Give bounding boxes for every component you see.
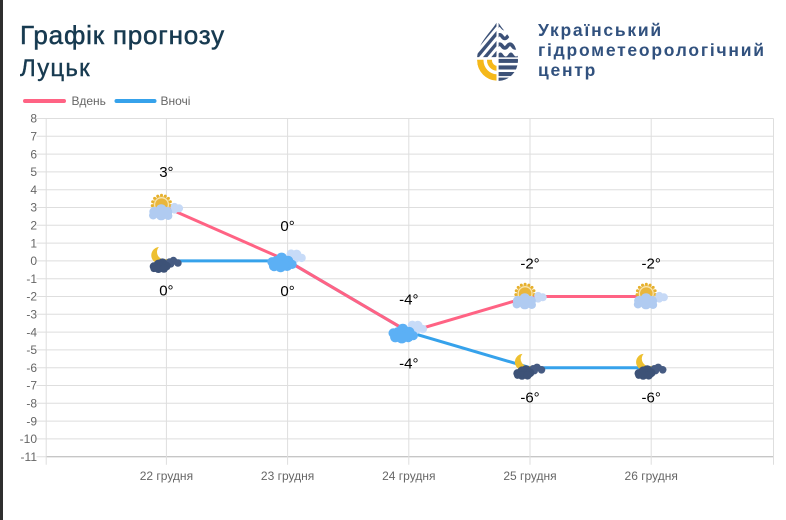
svg-text:5: 5 [30, 165, 37, 179]
svg-text:Вночі: Вночі [161, 94, 191, 108]
svg-text:26 грудня: 26 грудня [625, 469, 678, 483]
svg-text:-1: -1 [26, 272, 37, 286]
svg-text:-5: -5 [26, 343, 37, 357]
svg-text:0°: 0° [280, 283, 294, 300]
svg-text:-6: -6 [26, 361, 37, 375]
svg-text:6: 6 [30, 147, 37, 161]
svg-text:Вдень: Вдень [72, 94, 106, 108]
svg-text:3: 3 [30, 201, 37, 215]
svg-text:-6°: -6° [520, 389, 539, 406]
svg-text:-11: -11 [21, 450, 38, 464]
svg-text:7: 7 [30, 130, 37, 144]
svg-text:-2°: -2° [642, 256, 661, 273]
svg-text:22 грудня: 22 грудня [140, 469, 193, 483]
svg-text:8: 8 [30, 112, 37, 126]
svg-text:-7: -7 [26, 379, 37, 393]
svg-text:-9: -9 [26, 414, 37, 428]
svg-text:23 грудня: 23 грудня [261, 469, 314, 483]
svg-text:-6°: -6° [642, 389, 661, 406]
svg-text:2: 2 [30, 219, 37, 233]
svg-text:0°: 0° [280, 218, 294, 235]
svg-text:-2: -2 [26, 290, 37, 304]
svg-text:4: 4 [30, 183, 37, 197]
svg-text:-3: -3 [26, 308, 37, 322]
svg-text:24 грудня: 24 грудня [382, 469, 435, 483]
svg-text:-4: -4 [26, 325, 37, 339]
svg-text:-2°: -2° [520, 256, 539, 273]
svg-text:0°: 0° [159, 283, 173, 300]
svg-text:1: 1 [30, 236, 37, 250]
svg-text:25 грудня: 25 грудня [503, 469, 556, 483]
svg-text:3°: 3° [159, 164, 173, 181]
svg-text:0: 0 [30, 254, 37, 268]
svg-text:-8: -8 [26, 397, 37, 411]
svg-text:-4°: -4° [399, 356, 418, 373]
svg-text:-10: -10 [20, 432, 38, 446]
svg-text:-4°: -4° [399, 292, 418, 309]
